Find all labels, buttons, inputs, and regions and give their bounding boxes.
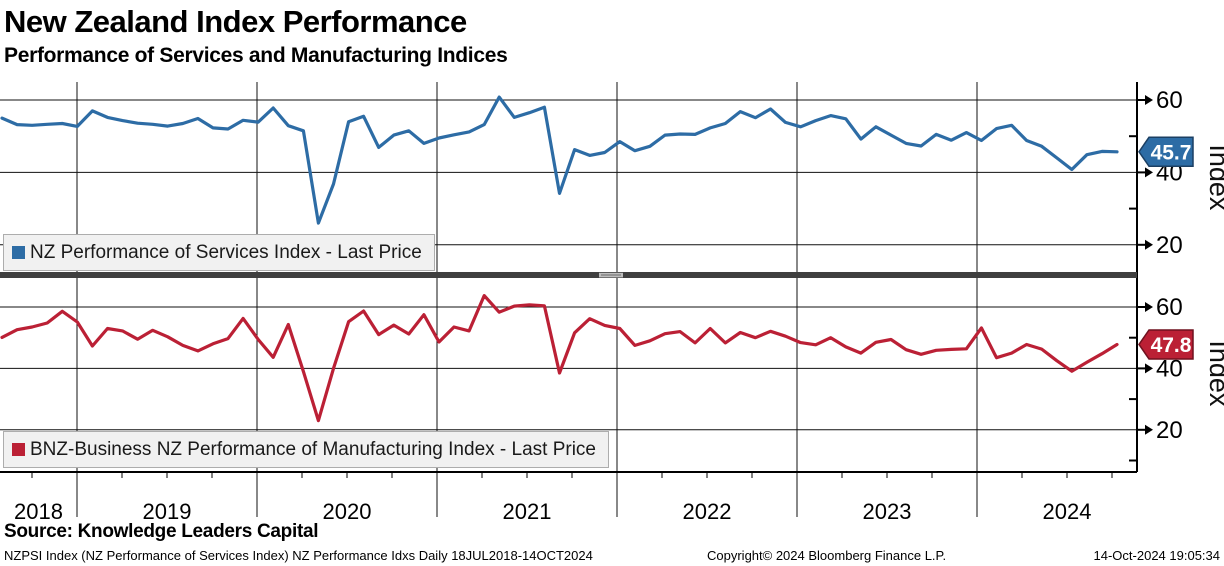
- manufacturing-ytick-label: 20: [1156, 417, 1183, 444]
- services-last-price-flag: 45.7: [1138, 136, 1194, 168]
- services-line: [0, 95, 1119, 225]
- tick-arrow-icon: [1145, 302, 1153, 312]
- services-ytick-label: 60: [1156, 87, 1183, 114]
- manufacturing-last-price-flag: 47.8: [1138, 329, 1194, 360]
- page-subtitle: Performance of Services and Manufacturin…: [4, 44, 508, 67]
- tick-arrow-icon: [1145, 95, 1153, 105]
- tick-arrow-icon: [1145, 167, 1153, 178]
- manufacturing-legend-label: BNZ-Business NZ Performance of Manufactu…: [30, 438, 597, 460]
- tick-arrow-icon: [1145, 363, 1153, 374]
- services-axis-title: Index: [1204, 144, 1224, 211]
- year-label: 2018: [14, 499, 63, 524]
- axes: [0, 82, 1138, 478]
- services-legend-swatch-icon: [12, 246, 25, 259]
- panel-divider: [0, 272, 1137, 278]
- footer-datetime: 14-Oct-2024 19:05:34: [1093, 548, 1220, 563]
- footer: NZPSI Index (NZ Performance of Services …: [0, 548, 1224, 566]
- year-label: 2024: [1043, 499, 1092, 524]
- manufacturing-ytick-label: 40: [1156, 355, 1183, 382]
- legend-services[interactable]: NZ Performance of Services Index - Last …: [3, 234, 435, 271]
- footer-security-description: NZPSI Index (NZ Performance of Services …: [4, 548, 593, 563]
- year-labels: 2018 2019 2020 2021 2022 2023 2024: [14, 499, 1091, 524]
- chart-area: 20 40 60 Index 20 40 60 Index 2018 2019 2020 2021 20…: [0, 75, 1224, 527]
- services-ytick-label: 20: [1156, 232, 1183, 259]
- manufacturing-ytick-label: 60: [1156, 294, 1183, 321]
- manufacturing-legend-swatch-icon: [12, 443, 25, 456]
- manufacturing-line: [0, 294, 1119, 423]
- panel-divider-grip[interactable]: [599, 272, 623, 278]
- year-label: 2020: [323, 499, 372, 524]
- manufacturing-y-axis: 20 40 60 Index: [0, 294, 1224, 462]
- footer-copyright: Copyright© 2024 Bloomberg Finance L.P.: [707, 548, 947, 563]
- services-legend-label: NZ Performance of Services Index - Last …: [30, 241, 422, 263]
- year-label: 2019: [143, 499, 192, 524]
- legend-manufacturing[interactable]: BNZ-Business NZ Performance of Manufactu…: [3, 431, 610, 468]
- source-line: Source: Knowledge Leaders Capital: [4, 521, 319, 542]
- year-label: 2023: [863, 499, 912, 524]
- manufacturing-axis-title: Index: [1204, 340, 1224, 407]
- tick-arrow-icon: [1145, 239, 1153, 250]
- manufacturing-last-price-value: 47.8: [1151, 334, 1192, 357]
- year-label: 2021: [503, 499, 552, 524]
- services-last-price-value: 45.7: [1151, 141, 1192, 164]
- page-title: New Zealand Index Performance: [4, 4, 467, 39]
- year-label: 2022: [683, 499, 732, 524]
- tick-arrow-icon: [1145, 424, 1153, 435]
